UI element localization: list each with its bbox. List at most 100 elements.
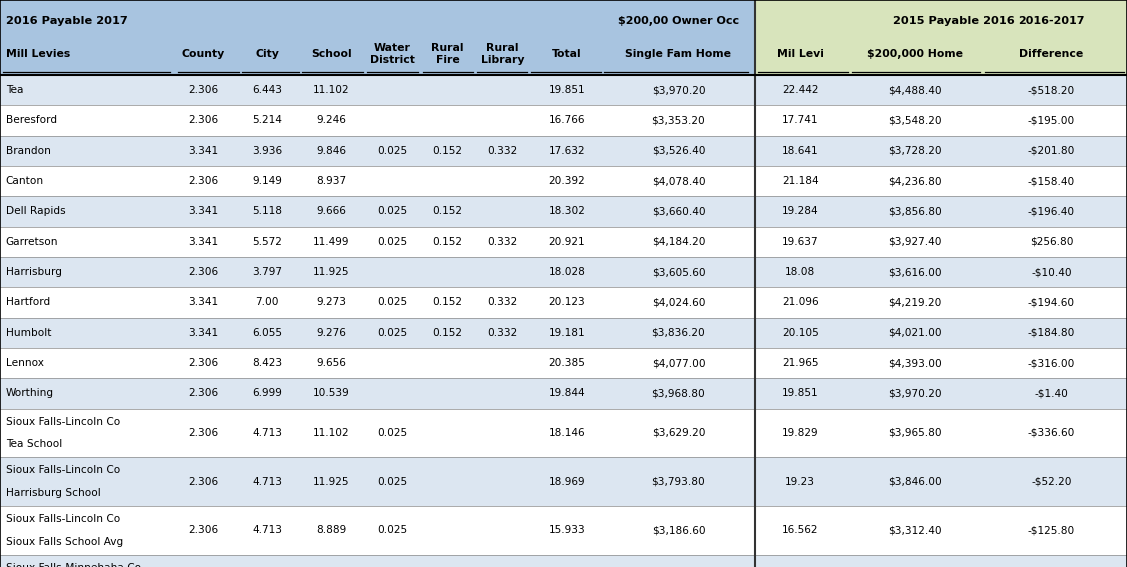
Text: $256.80: $256.80 xyxy=(1030,236,1073,247)
Text: 20.105: 20.105 xyxy=(782,328,818,338)
Text: $3,846.00: $3,846.00 xyxy=(888,477,942,486)
Text: Water
District: Water District xyxy=(370,43,415,65)
Text: County: County xyxy=(181,49,224,59)
Text: -$518.20: -$518.20 xyxy=(1028,85,1075,95)
Text: -$184.80: -$184.80 xyxy=(1028,328,1075,338)
Text: City: City xyxy=(255,49,279,59)
Text: 0.332: 0.332 xyxy=(488,297,517,307)
Text: $4,219.20: $4,219.20 xyxy=(888,297,942,307)
Text: Rural
Fire: Rural Fire xyxy=(432,43,463,65)
Bar xyxy=(755,0,1127,75)
Text: 9.666: 9.666 xyxy=(317,206,346,217)
Bar xyxy=(0,75,755,105)
Text: $3,660.40: $3,660.40 xyxy=(651,206,706,217)
Bar xyxy=(0,105,755,136)
Bar xyxy=(755,166,1127,196)
Bar xyxy=(755,287,1127,318)
Text: 3.341: 3.341 xyxy=(188,328,218,338)
Bar xyxy=(0,457,755,506)
Text: $200,000 Home: $200,000 Home xyxy=(867,49,964,59)
Text: 3.341: 3.341 xyxy=(188,236,218,247)
Bar xyxy=(755,555,1127,567)
Text: -$158.40: -$158.40 xyxy=(1028,176,1075,186)
Text: 2.306: 2.306 xyxy=(188,85,218,95)
Text: 19.181: 19.181 xyxy=(549,328,585,338)
Bar xyxy=(0,318,755,348)
Text: 4.713: 4.713 xyxy=(252,428,282,438)
Text: 19.637: 19.637 xyxy=(782,236,818,247)
Text: $4,488.40: $4,488.40 xyxy=(888,85,942,95)
Text: 5.214: 5.214 xyxy=(252,115,282,125)
Text: Hartford: Hartford xyxy=(6,297,50,307)
Text: $3,970.20: $3,970.20 xyxy=(888,388,942,399)
Text: Garretson: Garretson xyxy=(6,236,59,247)
Text: 18.641: 18.641 xyxy=(782,146,818,156)
Text: Canton: Canton xyxy=(6,176,44,186)
Text: $3,728.20: $3,728.20 xyxy=(888,146,942,156)
Text: $200,00 Owner Occ: $200,00 Owner Occ xyxy=(618,16,739,26)
Text: -$1.40: -$1.40 xyxy=(1035,388,1068,399)
Text: $3,968.80: $3,968.80 xyxy=(651,388,706,399)
Text: 0.152: 0.152 xyxy=(433,297,462,307)
Text: Sioux Falls School Avg: Sioux Falls School Avg xyxy=(6,536,123,547)
Bar xyxy=(755,227,1127,257)
Text: -$196.40: -$196.40 xyxy=(1028,206,1075,217)
Text: $3,526.40: $3,526.40 xyxy=(651,146,706,156)
Text: Brandon: Brandon xyxy=(6,146,51,156)
Text: -$336.60: -$336.60 xyxy=(1028,428,1075,438)
Text: $4,077.00: $4,077.00 xyxy=(651,358,706,368)
Bar xyxy=(755,408,1127,457)
Bar xyxy=(0,257,755,287)
Text: 6.443: 6.443 xyxy=(252,85,282,95)
Bar xyxy=(0,555,755,567)
Bar xyxy=(755,457,1127,506)
Text: 0.025: 0.025 xyxy=(378,526,407,535)
Text: 2.306: 2.306 xyxy=(188,115,218,125)
Text: 0.025: 0.025 xyxy=(378,146,407,156)
Text: 11.925: 11.925 xyxy=(313,477,349,486)
Text: 11.102: 11.102 xyxy=(313,85,349,95)
Text: $3,965.80: $3,965.80 xyxy=(888,428,942,438)
Text: 2.306: 2.306 xyxy=(188,358,218,368)
Text: 6.055: 6.055 xyxy=(252,328,282,338)
Bar xyxy=(755,318,1127,348)
Text: 2.306: 2.306 xyxy=(188,428,218,438)
Bar xyxy=(755,75,1127,105)
Text: 0.332: 0.332 xyxy=(488,236,517,247)
Text: $3,836.20: $3,836.20 xyxy=(651,328,706,338)
Text: Lennox: Lennox xyxy=(6,358,44,368)
Text: -$125.80: -$125.80 xyxy=(1028,526,1075,535)
Bar xyxy=(0,506,755,555)
Text: $3,793.80: $3,793.80 xyxy=(651,477,706,486)
Text: Single Fam Home: Single Fam Home xyxy=(625,49,731,59)
Text: Tea: Tea xyxy=(6,85,24,95)
Text: $4,184.20: $4,184.20 xyxy=(651,236,706,247)
Text: -$194.60: -$194.60 xyxy=(1028,297,1075,307)
Text: -$201.80: -$201.80 xyxy=(1028,146,1075,156)
Text: $3,605.60: $3,605.60 xyxy=(651,267,706,277)
Bar xyxy=(755,196,1127,227)
Text: $4,024.60: $4,024.60 xyxy=(651,297,706,307)
Text: 0.025: 0.025 xyxy=(378,236,407,247)
Text: Total: Total xyxy=(552,49,582,59)
Text: Beresford: Beresford xyxy=(6,115,56,125)
Text: 9.276: 9.276 xyxy=(317,328,346,338)
Text: 17.632: 17.632 xyxy=(549,146,585,156)
Text: 0.152: 0.152 xyxy=(433,236,462,247)
Text: 0.152: 0.152 xyxy=(433,206,462,217)
Text: $4,393.00: $4,393.00 xyxy=(888,358,942,368)
Bar xyxy=(0,0,755,75)
Text: 0.152: 0.152 xyxy=(433,146,462,156)
Text: 11.499: 11.499 xyxy=(313,236,349,247)
Text: 18.302: 18.302 xyxy=(549,206,585,217)
Text: $3,548.20: $3,548.20 xyxy=(888,115,942,125)
Text: $3,353.20: $3,353.20 xyxy=(651,115,706,125)
Text: Dell Rapids: Dell Rapids xyxy=(6,206,65,217)
Text: Sioux Falls-Minnehaha Co: Sioux Falls-Minnehaha Co xyxy=(6,563,141,567)
Text: -$10.40: -$10.40 xyxy=(1031,267,1072,277)
Text: 6.999: 6.999 xyxy=(252,388,282,399)
Text: 8.937: 8.937 xyxy=(317,176,346,186)
Bar xyxy=(0,408,755,457)
Text: 18.028: 18.028 xyxy=(549,267,585,277)
Text: 2016-2017: 2016-2017 xyxy=(1018,16,1085,26)
